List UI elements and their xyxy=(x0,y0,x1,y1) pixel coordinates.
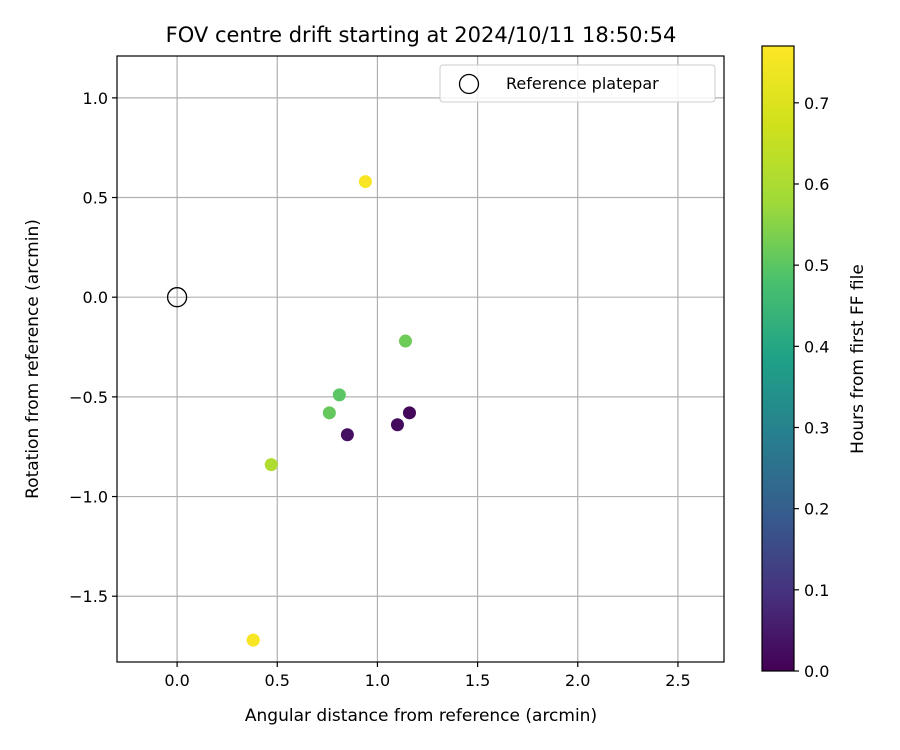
plot-frame xyxy=(116,55,725,663)
y-tick-label: −0.5 xyxy=(69,388,108,407)
chart-title: FOV centre drift starting at 2024/10/11 … xyxy=(166,23,677,47)
reference-marker xyxy=(166,287,188,308)
y-tick-label: −1.0 xyxy=(69,488,108,507)
colorbar-label: Hours from first FF file xyxy=(848,264,868,454)
colorbar-tick-label: 0.0 xyxy=(804,662,829,681)
x-tick-label: 0.5 xyxy=(265,671,290,690)
data-point xyxy=(398,334,412,348)
y-tick-label: 0.0 xyxy=(83,288,108,307)
y-axis-ticks: 1.0 0.5 0.0 −0.5 −1.0 −1.5 xyxy=(69,89,117,606)
y-tick-label: 1.0 xyxy=(83,89,108,108)
grid-lines xyxy=(117,56,724,662)
data-point xyxy=(322,406,336,420)
data-points xyxy=(246,175,416,647)
legend: Reference platepar xyxy=(439,64,716,103)
x-tick-label: 2.0 xyxy=(565,671,590,690)
y-tick-label: 0.5 xyxy=(83,189,108,208)
colorbar: 0.0 0.1 0.2 0.3 0.4 0.5 0.6 0.7 Hours from firs… xyxy=(761,45,868,681)
colorbar-tick-label: 0.7 xyxy=(804,94,829,113)
x-axis-label: Angular distance from reference (arcmin) xyxy=(245,706,597,726)
legend-marker xyxy=(458,73,480,95)
colorbar-gradient xyxy=(761,45,795,672)
data-point xyxy=(390,418,404,432)
legend-box xyxy=(439,64,716,103)
colorbar-tick-label: 0.2 xyxy=(804,500,829,519)
legend-label: Reference platepar xyxy=(506,74,659,93)
y-axis-label: Rotation from reference (arcmin) xyxy=(23,219,43,499)
colorbar-ticks: 0.0 0.1 0.2 0.3 0.4 0.5 0.6 0.7 xyxy=(794,94,829,681)
x-tick-label: 0.0 xyxy=(164,671,189,690)
y-tick-label: −1.5 xyxy=(69,587,108,606)
data-point xyxy=(264,458,278,472)
data-point xyxy=(358,175,372,189)
data-point xyxy=(246,633,260,647)
x-tick-label: 1.0 xyxy=(365,671,390,690)
x-tick-label: 2.5 xyxy=(665,671,690,690)
data-point xyxy=(332,388,346,402)
data-point xyxy=(402,406,416,420)
colorbar-tick-label: 0.1 xyxy=(804,581,829,600)
colorbar-tick-label: 0.4 xyxy=(804,337,829,356)
data-point xyxy=(340,428,354,442)
colorbar-tick-label: 0.3 xyxy=(804,418,829,437)
reference-platepar-point xyxy=(166,287,188,308)
x-tick-label: 1.5 xyxy=(465,671,490,690)
x-axis-ticks: 0.0 0.5 1.0 1.5 2.0 2.5 xyxy=(164,662,691,690)
colorbar-tick-label: 0.6 xyxy=(804,175,829,194)
colorbar-tick-label: 0.5 xyxy=(804,256,829,275)
